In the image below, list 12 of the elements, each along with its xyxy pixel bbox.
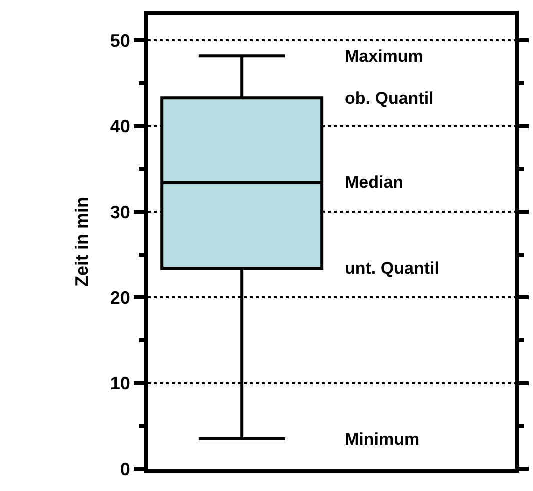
y-tick-label: 20 (110, 288, 130, 308)
annotation: ob. Quantil (345, 89, 434, 108)
annotation: Maximum (345, 47, 424, 66)
annotation: Median (345, 173, 404, 192)
y-tick-label: 40 (110, 116, 130, 137)
y-tick-label: 30 (110, 202, 130, 222)
y-tick-label: 50 (110, 31, 130, 51)
annotation: Minimum (345, 430, 420, 449)
y-tick-label: 10 (110, 374, 130, 394)
y-tick-label: 0 (120, 459, 130, 480)
y-axis-title: Zeit in min (72, 197, 92, 287)
annotation: unt. Quantil (345, 259, 440, 278)
